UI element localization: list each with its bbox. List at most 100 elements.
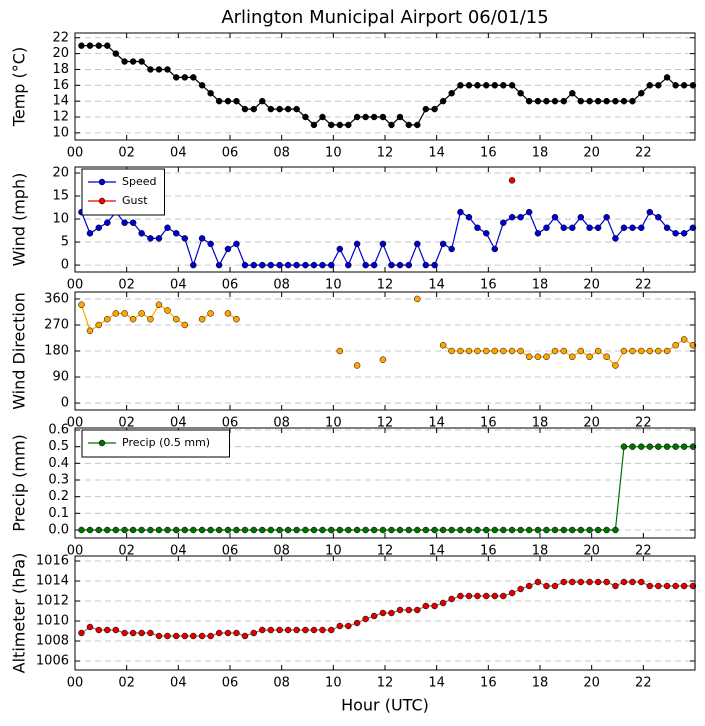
data-point [78,42,85,49]
x-tick-label: 12 [377,278,394,293]
data-point [525,208,533,216]
y-tick-label: 0 [61,258,69,273]
x-tick-label: 14 [428,676,445,691]
x-tick-label: 14 [428,544,445,559]
data-point [129,526,137,534]
data-point [448,245,455,253]
x-tick-label: 20 [583,676,600,691]
data-point [155,235,163,242]
data-point [414,295,421,303]
data-point [112,50,120,57]
data-point [198,315,206,323]
data-point [396,261,404,269]
data-point [345,261,352,269]
data-point [388,609,395,617]
y-tick-label: 0.0 [48,523,69,538]
data-point [612,235,619,242]
data-point [422,602,430,610]
x-tick-label: 04 [170,544,187,559]
data-point [551,526,559,534]
data-point [138,58,145,65]
x-tick-label: 00 [67,676,84,691]
data-point [689,82,697,89]
x-tick-label: 18 [532,676,549,691]
data-point [215,629,223,637]
data-point [138,310,145,317]
data-point [95,526,103,534]
data-point [259,97,266,105]
data-point [147,629,154,637]
data-point [388,261,395,269]
x-tick-label: 14 [428,146,445,161]
data-point [319,526,326,534]
data-point [663,224,671,232]
y-tick-label: 360 [44,291,69,306]
x-tick-label: 04 [170,146,187,161]
x-tick-label: 02 [118,278,135,293]
data-point [276,105,283,113]
data-point [422,526,430,534]
data-point [491,82,499,89]
data-point [164,66,171,73]
data-point [663,347,671,355]
data-point [104,42,111,49]
data-point [638,347,645,355]
data-point [655,582,662,590]
data-point [155,632,163,640]
x-tick-label: 06 [222,416,239,431]
data-point [207,240,214,248]
data-point [594,224,602,232]
data-point [439,599,447,607]
plot-frame [74,32,696,141]
data-point [302,526,309,534]
x-tick-label: 06 [222,676,239,691]
data-point [620,578,628,586]
x-tick-label: 20 [583,146,600,161]
data-point [689,341,697,349]
x-tick-label: 08 [273,544,290,559]
data-point [95,224,103,232]
data-point [198,82,206,89]
data-point [129,58,137,65]
data-point [586,578,593,586]
data-point [663,74,671,81]
x-axis-label: Hour (UTC) [341,696,429,715]
data-point [362,615,369,623]
data-point [104,626,111,634]
data-point [129,629,137,637]
data-point [302,626,309,634]
data-point [680,443,688,450]
data-point [612,97,619,105]
data-point [353,526,361,534]
data-point [207,526,214,534]
data-point [284,526,292,534]
data-point [353,113,361,121]
legend-marker [98,439,106,447]
data-point [215,261,223,269]
data-point [388,121,395,129]
data-point [138,230,145,237]
data-point [560,347,568,355]
x-tick-label: 12 [377,544,394,559]
data-point [86,42,94,49]
x-tick-label: 04 [170,676,187,691]
y-tick-label: 0.4 [48,456,69,471]
data-point [78,526,85,534]
data-point [164,307,171,314]
data-point [612,526,619,534]
data-point [86,327,94,335]
data-point [104,526,111,534]
data-point [457,82,464,89]
data-point [569,526,576,534]
data-point [310,626,318,634]
data-point [594,526,602,534]
data-point [396,113,404,121]
data-point [603,97,610,105]
data-point [508,589,516,597]
data-point [620,443,628,450]
y-tick-label: 15 [52,189,69,204]
x-tick-label: 18 [532,416,549,431]
data-point [577,347,585,355]
data-point [569,89,576,97]
data-point [215,526,223,534]
